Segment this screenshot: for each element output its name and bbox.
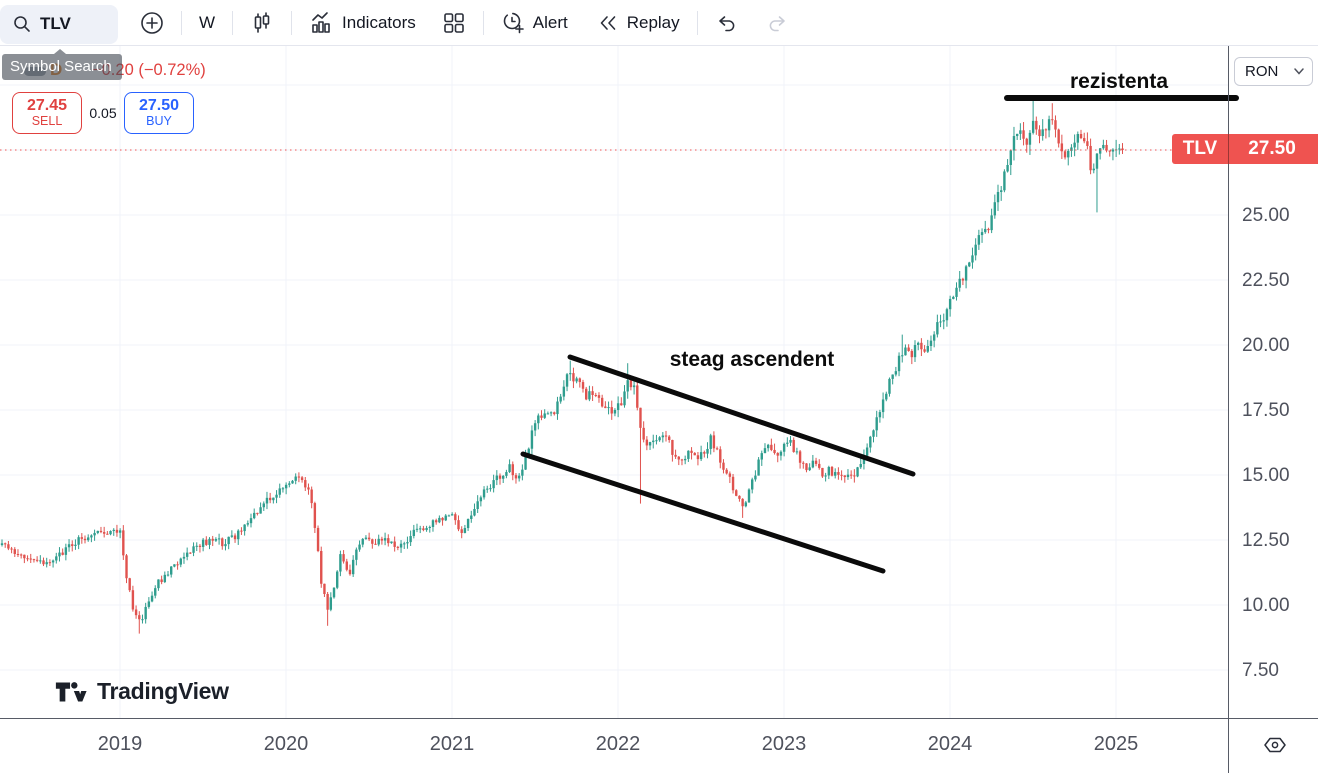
- toolbar-divider: [232, 10, 234, 35]
- year-label: 2021: [429, 733, 475, 755]
- price-label: 7.50: [1242, 660, 1279, 681]
- price-label: 12.50: [1242, 530, 1290, 551]
- currency-select[interactable]: RON: [1234, 57, 1313, 86]
- redo-icon: [769, 15, 785, 31]
- indicators-button[interactable]: Indicators: [299, 5, 426, 41]
- flag-upper-line[interactable]: [567, 354, 916, 477]
- candlestick-icon: [254, 11, 270, 33]
- tradingview-mark-icon: [55, 681, 87, 701]
- price-label: 17.50: [1242, 400, 1290, 421]
- price-label: 10.00: [1242, 595, 1290, 616]
- sell-price: 27.45: [26, 97, 68, 115]
- tradingview-logo[interactable]: TradingView: [54, 678, 229, 705]
- annotation-rezistenta[interactable]: rezistenta: [1069, 70, 1169, 93]
- price-tag-divider: [1228, 134, 1229, 164]
- alert-button[interactable]: Alert: [491, 4, 578, 41]
- price-label: 15.00: [1242, 465, 1290, 486]
- buy-button[interactable]: 27.50 BUY: [124, 92, 194, 134]
- chart-stage: D −0.20 (−0.72%) Symbol Search 27.45 SEL…: [0, 46, 1318, 773]
- top-toolbar: TLV W Indicators: [0, 0, 1318, 46]
- spread-value: 0.05: [89, 105, 117, 121]
- alert-label: Alert: [532, 12, 568, 32]
- grid-layout-icon: [443, 12, 464, 33]
- year-label: 2024: [927, 733, 973, 755]
- undo-button[interactable]: [705, 5, 749, 41]
- chart-canvas[interactable]: [0, 46, 1239, 718]
- sell-label: SELL: [31, 113, 63, 128]
- plus-circle-icon: [141, 11, 163, 34]
- year-label: 2022: [595, 733, 641, 755]
- year-label: 2019: [97, 733, 143, 755]
- buy-label: BUY: [146, 113, 172, 128]
- year-label: 2025: [1093, 733, 1139, 755]
- alert-clock-icon: [503, 12, 524, 34]
- chart-type-button[interactable]: [240, 5, 284, 41]
- interval-button[interactable]: W: [189, 7, 225, 39]
- flag-lower-line[interactable]: [520, 451, 886, 574]
- replay-button[interactable]: Replay: [586, 5, 690, 41]
- price-label: 25.00: [1242, 205, 1290, 226]
- time-axis[interactable]: 2019 2020 2021 2022 2023 2024 2025: [0, 718, 1318, 773]
- trade-panel: 27.45 SELL 0.05 27.50 BUY: [0, 92, 194, 134]
- symbol-search-box[interactable]: TLV: [0, 4, 118, 44]
- price-label: 22.50: [1242, 270, 1290, 291]
- annotation-steag-ascendent[interactable]: steag ascendent: [669, 348, 835, 371]
- symbol-search-value: TLV: [40, 14, 71, 33]
- year-label: 2020: [263, 733, 309, 755]
- undo-icon: [718, 15, 735, 31]
- toolbar-divider: [482, 10, 484, 35]
- toolbar-divider: [181, 10, 182, 35]
- add-symbol-button[interactable]: [130, 5, 174, 41]
- scale-settings-icon[interactable]: [1262, 735, 1288, 760]
- layout-grid-button[interactable]: [432, 5, 476, 41]
- price-axis-border: [1228, 46, 1229, 773]
- price-tag-symbol: TLV: [1182, 138, 1218, 159]
- interval-value: W: [199, 12, 216, 32]
- tradingview-logo-text: TradingView: [97, 678, 229, 704]
- search-icon: [14, 16, 30, 32]
- buy-price: 27.50: [138, 97, 180, 115]
- price-tag-value: 27.50: [1248, 138, 1296, 159]
- year-label: 2023: [761, 733, 807, 755]
- indicators-label: Indicators: [342, 12, 416, 32]
- currency-value: RON: [1245, 63, 1279, 80]
- tooltip-text: Symbol Search: [10, 58, 112, 75]
- indicators-icon: [312, 11, 330, 33]
- replay-icon: [600, 15, 616, 30]
- replay-label: Replay: [626, 12, 680, 32]
- toolbar-divider: [696, 10, 698, 35]
- current-price-tag: TLV 27.50: [1172, 134, 1318, 164]
- redo-button[interactable]: [755, 5, 799, 41]
- price-label: 20.00: [1242, 335, 1290, 356]
- symbol-search-tooltip: Symbol Search: [2, 49, 122, 80]
- toolbar-divider: [291, 10, 293, 35]
- sell-button[interactable]: 27.45 SELL: [12, 92, 82, 134]
- chevron-down-icon: [1294, 68, 1304, 75]
